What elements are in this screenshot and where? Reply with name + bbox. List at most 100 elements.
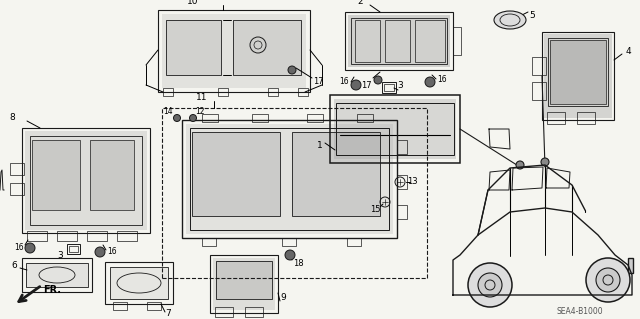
Circle shape: [596, 268, 620, 292]
Bar: [550, 40, 606, 104]
Bar: [32, 140, 80, 210]
Circle shape: [468, 263, 512, 307]
Bar: [215, 307, 233, 317]
Bar: [166, 20, 221, 75]
Text: 16: 16: [339, 78, 349, 86]
Bar: [330, 95, 460, 163]
Bar: [544, 34, 612, 118]
Bar: [216, 261, 272, 299]
Bar: [26, 263, 88, 287]
Text: 11: 11: [196, 93, 208, 102]
Bar: [397, 175, 407, 189]
Bar: [105, 262, 173, 304]
Text: 3: 3: [397, 81, 403, 91]
Bar: [532, 57, 546, 75]
Bar: [32, 140, 80, 210]
Bar: [268, 88, 278, 96]
Bar: [542, 32, 614, 120]
Text: 16: 16: [437, 75, 447, 84]
Text: 10: 10: [188, 0, 199, 6]
Bar: [162, 108, 427, 278]
Bar: [69, 246, 78, 252]
Text: 12: 12: [195, 108, 205, 116]
Circle shape: [516, 161, 524, 169]
Bar: [397, 140, 407, 154]
Bar: [548, 38, 608, 106]
Circle shape: [25, 243, 35, 253]
Bar: [307, 114, 323, 122]
Bar: [57, 231, 77, 241]
Bar: [147, 302, 161, 310]
Bar: [110, 267, 168, 299]
Bar: [282, 238, 296, 246]
Bar: [345, 12, 453, 70]
Bar: [90, 140, 134, 210]
Bar: [334, 99, 456, 159]
Bar: [110, 267, 168, 299]
Bar: [397, 205, 407, 219]
Bar: [550, 40, 606, 104]
Text: 1: 1: [317, 140, 323, 150]
Text: 13: 13: [406, 177, 417, 187]
Text: 9: 9: [280, 293, 286, 302]
Bar: [192, 132, 280, 216]
Bar: [351, 18, 447, 64]
Circle shape: [173, 115, 180, 122]
Bar: [10, 183, 24, 195]
Bar: [384, 84, 394, 91]
Bar: [163, 88, 173, 96]
Circle shape: [351, 80, 361, 90]
Ellipse shape: [494, 11, 526, 29]
Bar: [202, 238, 216, 246]
Bar: [547, 112, 565, 124]
Bar: [182, 120, 397, 238]
Bar: [218, 88, 228, 96]
Bar: [252, 114, 268, 122]
Circle shape: [189, 115, 196, 122]
Text: 16: 16: [107, 248, 117, 256]
Bar: [210, 255, 278, 313]
Text: 8: 8: [9, 114, 15, 122]
Bar: [453, 27, 461, 55]
Bar: [292, 132, 380, 216]
Bar: [25, 131, 147, 230]
Circle shape: [425, 77, 435, 87]
Bar: [186, 124, 393, 234]
Circle shape: [95, 247, 105, 257]
Bar: [202, 114, 218, 122]
Bar: [577, 112, 595, 124]
Bar: [415, 20, 445, 62]
Text: 5: 5: [529, 11, 535, 19]
Bar: [382, 82, 396, 93]
Bar: [87, 231, 107, 241]
Circle shape: [285, 250, 295, 260]
Bar: [628, 258, 633, 273]
Bar: [113, 302, 127, 310]
Text: 14: 14: [163, 108, 173, 116]
Text: 7: 7: [165, 309, 171, 318]
Circle shape: [586, 258, 630, 302]
Circle shape: [374, 76, 382, 84]
Bar: [190, 128, 389, 230]
Circle shape: [288, 66, 296, 74]
Bar: [357, 114, 373, 122]
Bar: [90, 140, 134, 210]
Text: SEA4-B1000: SEA4-B1000: [557, 308, 604, 316]
Bar: [213, 258, 275, 310]
Text: 2: 2: [357, 0, 363, 6]
Bar: [117, 231, 137, 241]
Bar: [245, 307, 263, 317]
Bar: [348, 15, 450, 67]
Bar: [26, 263, 88, 287]
Bar: [298, 88, 308, 96]
Bar: [22, 128, 150, 233]
Bar: [233, 20, 301, 75]
Text: 17: 17: [361, 80, 371, 90]
Text: 4: 4: [625, 48, 631, 56]
Circle shape: [478, 273, 502, 297]
Bar: [27, 231, 47, 241]
Text: 17: 17: [313, 78, 323, 86]
Text: FR.: FR.: [43, 285, 61, 295]
Bar: [336, 103, 454, 155]
Bar: [355, 20, 380, 62]
